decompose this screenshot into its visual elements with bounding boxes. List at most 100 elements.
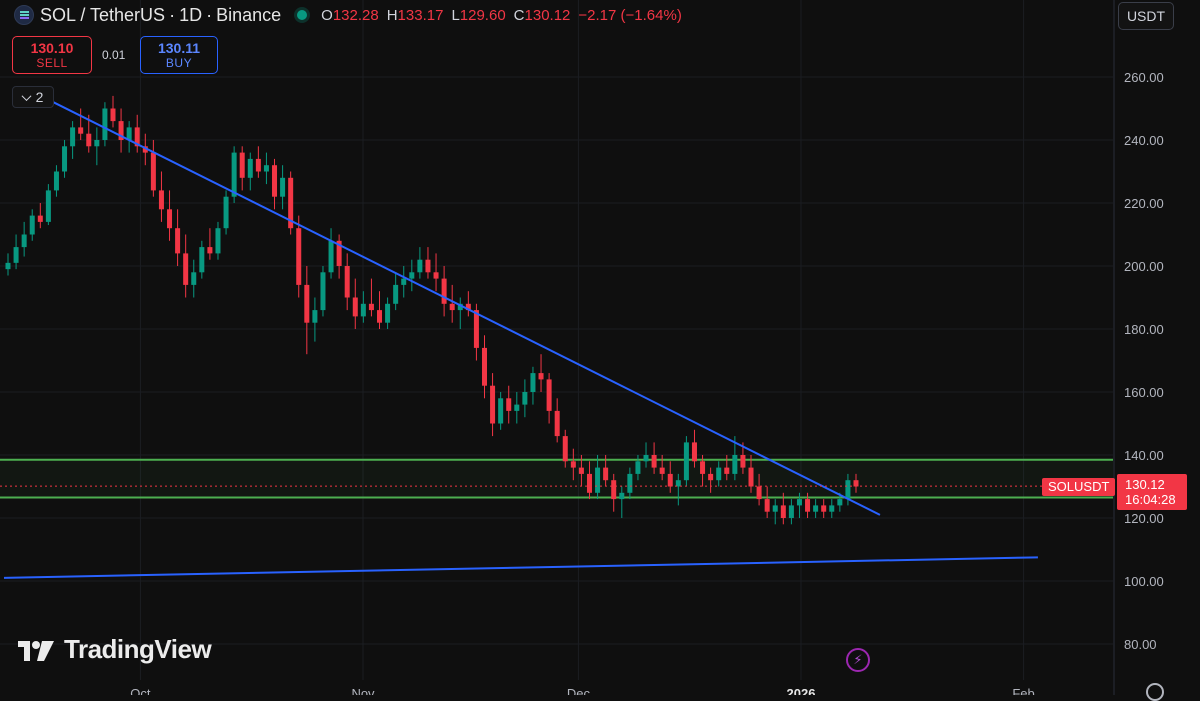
gear-icon[interactable] bbox=[1146, 683, 1164, 701]
candle bbox=[546, 373, 552, 424]
candle bbox=[813, 499, 819, 518]
candle bbox=[635, 455, 641, 481]
candle-body bbox=[175, 228, 181, 254]
candle-body bbox=[272, 165, 278, 197]
y-tick-label: 140.00 bbox=[1124, 448, 1164, 463]
y-tick-label: 240.00 bbox=[1124, 133, 1164, 148]
indicators-toggle-button[interactable]: 2 bbox=[12, 86, 54, 108]
candle-body bbox=[683, 442, 689, 481]
candle-body bbox=[805, 499, 811, 512]
y-tick-label: 220.00 bbox=[1124, 196, 1164, 211]
candle bbox=[845, 473, 851, 506]
candle bbox=[13, 234, 19, 270]
candle bbox=[142, 133, 148, 166]
candle bbox=[280, 165, 286, 210]
candle-body bbox=[530, 373, 536, 392]
candle bbox=[805, 492, 811, 518]
candle bbox=[312, 297, 318, 342]
candle bbox=[94, 127, 100, 166]
candle-body bbox=[126, 127, 132, 140]
solana-logo-icon bbox=[14, 5, 34, 25]
candle-body bbox=[280, 177, 286, 197]
candle bbox=[352, 278, 358, 329]
candle-body bbox=[102, 108, 108, 140]
candle bbox=[667, 461, 673, 493]
candle-body bbox=[716, 467, 722, 481]
candle-body bbox=[619, 492, 625, 500]
y-tick-label: 260.00 bbox=[1124, 70, 1164, 85]
candle-body bbox=[70, 127, 76, 147]
candle bbox=[86, 114, 92, 153]
candle-body bbox=[659, 467, 665, 474]
candle bbox=[304, 266, 310, 355]
candle bbox=[231, 146, 237, 203]
candle-body bbox=[465, 303, 471, 311]
candle bbox=[627, 467, 633, 500]
candle-body bbox=[562, 436, 568, 462]
x-tick-label: 2026 bbox=[787, 686, 816, 695]
buy-button[interactable]: 130.11 BUY bbox=[140, 36, 218, 74]
candle-body bbox=[829, 505, 835, 512]
change-value: −2.17 (−1.64%) bbox=[578, 6, 682, 24]
candle bbox=[21, 221, 27, 257]
high-value: H133.17 bbox=[386, 6, 444, 24]
symbol-header: SOL / TetherUS · 1D · Binance O132.28 H1… bbox=[14, 4, 682, 26]
candle bbox=[586, 461, 592, 500]
candle bbox=[45, 184, 51, 226]
candle bbox=[70, 121, 76, 159]
candle bbox=[829, 499, 835, 518]
candle-body bbox=[118, 121, 124, 140]
x-tick-label: Oct bbox=[130, 686, 151, 695]
candle-body bbox=[21, 234, 27, 248]
candle bbox=[603, 455, 609, 487]
candle bbox=[651, 442, 657, 474]
candle-body bbox=[191, 272, 197, 285]
candle bbox=[409, 259, 415, 292]
candle bbox=[562, 429, 568, 468]
candle-body bbox=[538, 373, 544, 380]
candle bbox=[490, 373, 496, 437]
candle bbox=[740, 442, 746, 474]
candle-body bbox=[514, 404, 520, 411]
currency-button[interactable]: USDT bbox=[1118, 2, 1174, 30]
symbol-name[interactable]: SOL / TetherUS bbox=[40, 4, 166, 25]
candle-body bbox=[603, 467, 609, 481]
zone-fill bbox=[0, 459, 1113, 498]
candle bbox=[255, 146, 261, 178]
candle bbox=[53, 165, 59, 197]
candle-body bbox=[586, 473, 592, 493]
candle-body bbox=[312, 310, 318, 323]
sell-button[interactable]: 130.10 SELL bbox=[12, 36, 92, 74]
candle-body bbox=[651, 455, 657, 468]
candle-body bbox=[675, 480, 681, 487]
candle-body bbox=[821, 505, 827, 512]
candle bbox=[522, 379, 528, 418]
candle-body bbox=[223, 196, 229, 229]
candle-body bbox=[62, 146, 68, 172]
lightning-icon[interactable]: ⚡ bbox=[846, 648, 870, 672]
candle bbox=[247, 152, 253, 191]
tradingview-logo[interactable]: TradingView bbox=[16, 634, 212, 665]
candle-body bbox=[393, 284, 399, 304]
timeframe[interactable]: 1D bbox=[179, 4, 203, 25]
candle bbox=[675, 473, 681, 506]
candle bbox=[837, 492, 843, 512]
candle bbox=[570, 448, 576, 481]
y-tick-label: 160.00 bbox=[1124, 385, 1164, 400]
candle-body bbox=[239, 152, 245, 178]
candle-body bbox=[167, 209, 173, 229]
candle-body bbox=[417, 259, 423, 273]
candle-body bbox=[110, 108, 116, 122]
candle-body bbox=[336, 240, 342, 266]
candle bbox=[62, 140, 68, 178]
candlestick-series bbox=[5, 95, 859, 525]
candle bbox=[336, 234, 342, 279]
separator: · bbox=[169, 4, 176, 25]
candle-body bbox=[595, 467, 601, 493]
candle-body bbox=[764, 499, 770, 512]
candle-body bbox=[522, 392, 528, 405]
candle-body bbox=[570, 461, 576, 468]
candle-body bbox=[457, 303, 463, 311]
candle bbox=[691, 429, 697, 468]
